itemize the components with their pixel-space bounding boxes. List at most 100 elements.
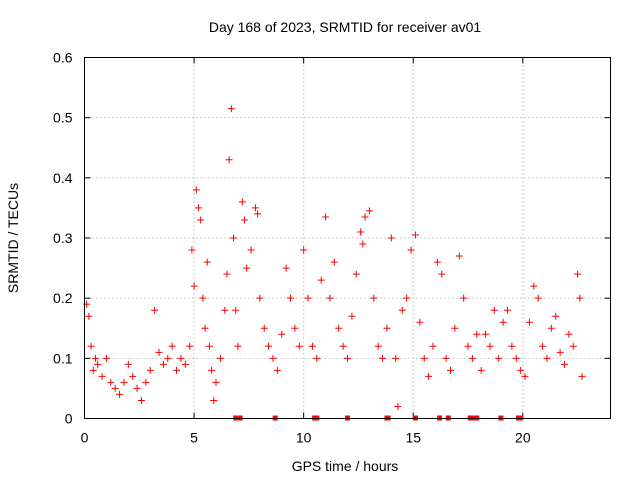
data-point xyxy=(265,342,273,350)
data-point xyxy=(503,306,511,314)
data-point xyxy=(565,330,573,338)
y-tick-label: 0.2 xyxy=(53,290,73,306)
data-point xyxy=(300,246,308,254)
y-axis-label: SRMTID / TECUs xyxy=(5,183,21,293)
x-tick-label: 5 xyxy=(190,430,198,446)
data-point xyxy=(87,342,95,350)
data-point xyxy=(282,264,290,272)
data-point xyxy=(133,384,141,392)
data-point xyxy=(370,294,378,302)
data-point xyxy=(94,360,102,368)
data-point xyxy=(116,390,124,398)
plot-frame xyxy=(84,57,611,419)
data-point xyxy=(91,354,99,362)
y-tick-label: 0.6 xyxy=(53,50,73,66)
data-point xyxy=(357,228,365,236)
data-point xyxy=(146,366,154,374)
data-point xyxy=(547,324,555,332)
data-point xyxy=(499,318,507,326)
data-point xyxy=(164,354,172,362)
data-point xyxy=(464,342,472,350)
data-point xyxy=(89,366,97,374)
data-point xyxy=(238,198,246,206)
data-point xyxy=(508,342,516,350)
y-axis-ticks: 0 0.1 0.2 0.3 0.4 0.5 0.6 xyxy=(53,50,611,427)
data-point xyxy=(578,372,586,380)
x-tick-label: 15 xyxy=(405,430,421,446)
data-point xyxy=(313,354,321,362)
data-point xyxy=(556,348,564,356)
data-point xyxy=(447,366,455,374)
data-point xyxy=(256,294,264,302)
data-point xyxy=(230,234,238,242)
data-point xyxy=(569,342,577,350)
data-point xyxy=(243,264,251,272)
data-point xyxy=(291,324,299,332)
data-point xyxy=(155,348,163,356)
data-point xyxy=(552,312,560,320)
data-point xyxy=(159,360,167,368)
y-tick-label: 0.5 xyxy=(53,110,73,126)
data-point xyxy=(203,258,211,266)
y-tick-label: 0.4 xyxy=(53,170,73,186)
data-point xyxy=(201,324,209,332)
data-point xyxy=(460,294,468,302)
data-point xyxy=(451,324,459,332)
data-point xyxy=(269,354,277,362)
data-point xyxy=(442,354,450,362)
data-point xyxy=(339,342,347,350)
data-point xyxy=(517,366,525,374)
data-point xyxy=(254,210,262,218)
data-point xyxy=(197,216,205,224)
data-point xyxy=(186,342,194,350)
data-point xyxy=(111,384,119,392)
data-point xyxy=(223,270,231,278)
data-point xyxy=(420,354,428,362)
y-tick-label: 0.1 xyxy=(53,350,73,366)
data-point xyxy=(530,282,538,290)
data-point xyxy=(98,372,106,380)
x-axis-label: GPS time / hours xyxy=(292,458,399,474)
data-point xyxy=(273,366,281,374)
data-point xyxy=(560,360,568,368)
data-point xyxy=(416,318,424,326)
data-point xyxy=(124,360,132,368)
data-point xyxy=(308,342,316,350)
data-point xyxy=(335,324,343,332)
data-point xyxy=(512,354,520,362)
data-point xyxy=(330,258,338,266)
data-point xyxy=(455,252,463,260)
data-point xyxy=(539,342,547,350)
data-point xyxy=(240,216,248,224)
data-point xyxy=(322,213,330,221)
data-point xyxy=(173,366,181,374)
data-point xyxy=(295,342,303,350)
data-point xyxy=(490,306,498,314)
data-point xyxy=(107,378,115,386)
data-point xyxy=(473,330,481,338)
data-point xyxy=(210,396,218,404)
data-point xyxy=(429,342,437,350)
data-point xyxy=(379,354,387,362)
data-point xyxy=(433,258,441,266)
data-point xyxy=(352,270,360,278)
data-point xyxy=(348,312,356,320)
x-axis-ticks: 0 5 10 15 20 xyxy=(81,57,531,446)
y-tick-label: 0 xyxy=(65,411,73,427)
data-point xyxy=(482,330,490,338)
x-tick-label: 20 xyxy=(515,430,531,446)
data-point xyxy=(468,354,476,362)
data-point xyxy=(398,306,406,314)
data-point xyxy=(129,372,137,380)
data-point xyxy=(85,312,93,320)
data-point xyxy=(199,294,207,302)
data-point xyxy=(495,354,503,362)
data-point xyxy=(383,324,391,332)
data-point xyxy=(205,342,213,350)
data-point xyxy=(411,231,419,239)
data-point xyxy=(181,360,189,368)
data-point xyxy=(576,294,584,302)
data-point xyxy=(374,342,382,350)
data-point xyxy=(225,156,233,164)
